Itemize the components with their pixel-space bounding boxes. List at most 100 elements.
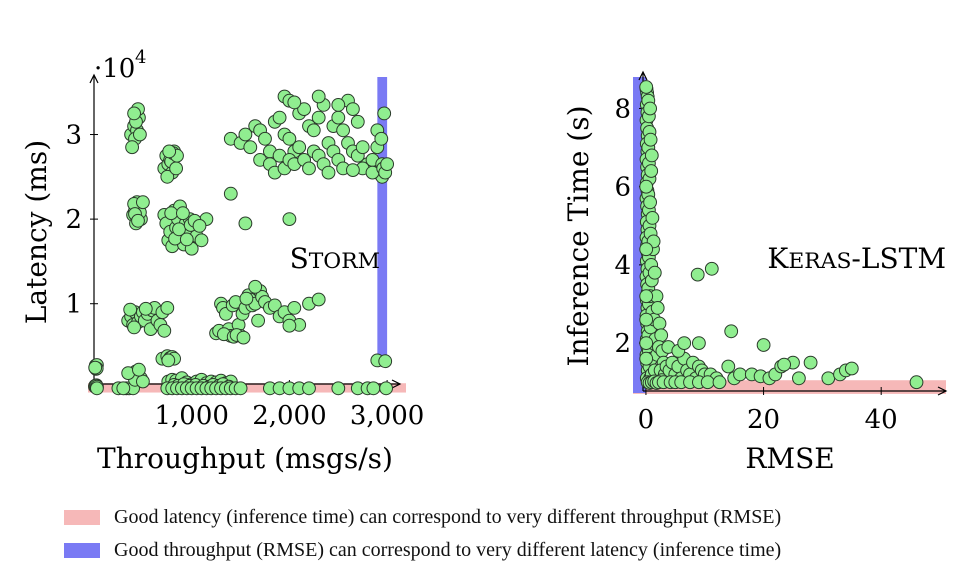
data-point: [243, 140, 258, 155]
chart-keras-lstm: 0 20 40 2 4 6 8 RMSE Inference Time (s) KERAS-LST…: [562, 70, 948, 475]
data-point: [116, 381, 131, 396]
data-point: [366, 381, 381, 396]
data-point: [777, 357, 791, 372]
data-point: [233, 381, 248, 396]
x-tick-label: 20: [747, 405, 780, 435]
data-point: [756, 338, 771, 352]
data-point: [350, 114, 365, 129]
data-point: [287, 95, 302, 110]
data-point: [157, 323, 172, 338]
y-axis-arrow: [89, 73, 99, 84]
data-point: [690, 267, 705, 282]
data-point: [643, 132, 658, 147]
data-point: [192, 219, 207, 233]
data-point: [282, 212, 297, 227]
y-tick-label: 2: [65, 205, 82, 235]
data-point: [161, 353, 176, 368]
data-point: [133, 127, 147, 142]
data-point: [654, 328, 669, 343]
data-point: [236, 330, 251, 345]
data-point: [331, 381, 346, 396]
data-point: [643, 195, 657, 210]
data-point: [169, 161, 184, 176]
chart-storm: 1,000 2,000 3,000 1 2 3 Throughput (msgs/s) Lat…: [20, 47, 424, 475]
legend-swatch-red: [64, 510, 100, 525]
data-point: [258, 131, 272, 146]
x-tick-label: 0: [638, 405, 655, 435]
axes: 1,000 2,000 3,000 1 2 3: [65, 73, 424, 431]
y-tick-label: 1: [65, 290, 82, 320]
y-axis-label: Inference Time (s): [562, 105, 595, 366]
data-point: [336, 123, 351, 138]
data-point: [639, 289, 654, 304]
y-tick-label: 6: [614, 173, 631, 203]
data-point: [821, 371, 836, 386]
data-point: [282, 318, 297, 333]
legend-swatch-blue: [64, 543, 100, 558]
data-point: [136, 195, 150, 210]
data-point: [160, 169, 175, 184]
data-point: [639, 336, 654, 351]
legend-item-throughput: Good throughput (RMSE) can correspond to…: [64, 539, 781, 562]
data-point: [127, 320, 142, 335]
data-point: [311, 110, 326, 125]
y-axis-arrow: [638, 70, 648, 81]
data-point: [639, 179, 654, 194]
data-point: [712, 375, 727, 390]
data-point: [643, 101, 657, 116]
data-point: [792, 371, 806, 386]
data-point: [644, 148, 659, 163]
data-point: [239, 291, 254, 306]
data-point: [379, 381, 394, 396]
data-point: [90, 381, 104, 396]
x-axis-arrow: [937, 386, 948, 396]
data-point: [909, 375, 924, 390]
legend-item-latency: Good latency (inference time) can corres…: [64, 506, 781, 529]
data-point: [297, 102, 312, 116]
y-tick-label: 8: [614, 94, 631, 124]
data-point: [803, 355, 818, 370]
data-point: [721, 359, 736, 374]
data-point: [302, 161, 316, 176]
data-point: [639, 80, 654, 94]
data-point: [223, 186, 238, 201]
data-point: [164, 206, 179, 221]
data-point: [162, 144, 177, 159]
x-tick-label: 2,000: [252, 401, 326, 431]
data-point: [248, 279, 263, 294]
data-point: [677, 336, 692, 351]
data-point: [724, 324, 739, 339]
data-point: [292, 140, 307, 155]
data-point: [321, 165, 336, 180]
data-point: [647, 265, 662, 280]
chart-annotation: STORM: [290, 242, 380, 275]
data-point: [311, 292, 326, 307]
x-axis-label: Throughput (msgs/s): [97, 442, 393, 475]
data-point: [652, 316, 667, 331]
y-multiplier: ·10: [94, 54, 135, 84]
data-point: [138, 301, 153, 316]
data-point: [251, 313, 266, 328]
data-point: [374, 131, 389, 146]
data-point: [346, 163, 360, 178]
x-tick-label: 3,000: [350, 401, 424, 431]
data-points: [639, 80, 924, 390]
data-point: [123, 302, 138, 317]
y-axis-label: Latency (ms): [20, 140, 53, 324]
y-multiplier-exponent: 4: [135, 47, 146, 68]
legend-label-throughput: Good throughput (RMSE) can correspond to…: [114, 539, 782, 561]
data-point: [179, 232, 194, 247]
data-point: [692, 336, 706, 351]
data-point: [639, 242, 654, 257]
data-point: [378, 354, 393, 369]
data-point: [132, 362, 146, 377]
data-point: [88, 360, 103, 375]
data-point: [377, 106, 392, 121]
data-point: [644, 164, 659, 178]
data-point: [380, 157, 395, 172]
data-point: [302, 381, 316, 396]
data-point: [311, 89, 326, 104]
data-point: [282, 131, 297, 146]
data-point: [331, 110, 346, 125]
x-tick-label: 40: [865, 405, 898, 435]
